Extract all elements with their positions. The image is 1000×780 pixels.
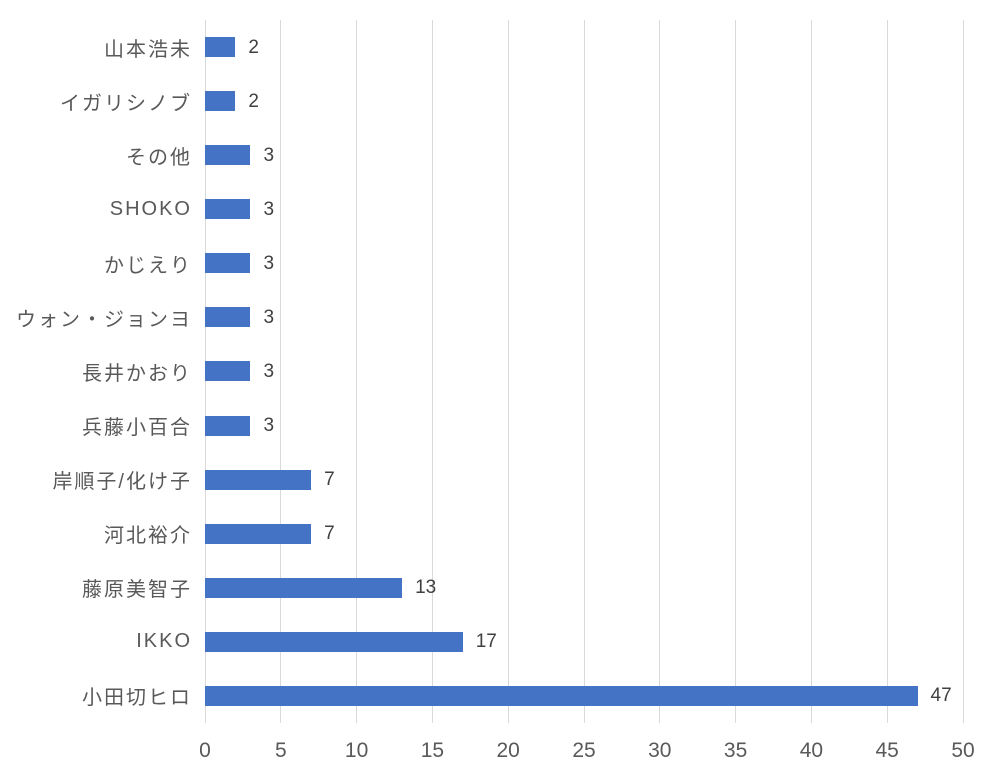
bar bbox=[205, 307, 251, 328]
x-tick-label: 50 bbox=[951, 739, 975, 762]
bar bbox=[205, 37, 236, 58]
category-axis: 山本浩未イガリシノブその他 SHOKO かじえりウォン・ジョンヨ長井かおり兵藤小百合… bbox=[0, 20, 192, 723]
x-tick-label: 45 bbox=[875, 739, 899, 762]
x-tick-label: 20 bbox=[496, 739, 520, 762]
bar bbox=[205, 199, 251, 220]
x-tick-label: 0 bbox=[199, 739, 211, 762]
x-tick-label: 30 bbox=[648, 739, 672, 762]
bar bbox=[205, 577, 403, 598]
bar-row: 17 bbox=[205, 615, 963, 669]
bar bbox=[205, 523, 312, 544]
bar-row: 3 bbox=[205, 182, 963, 236]
bar-row: 3 bbox=[205, 290, 963, 344]
value-label: 17 bbox=[475, 631, 497, 653]
value-label: 3 bbox=[263, 198, 275, 220]
value-label: 3 bbox=[263, 144, 275, 166]
gridline bbox=[356, 20, 358, 723]
value-label: 7 bbox=[324, 523, 335, 545]
gridline bbox=[886, 20, 888, 723]
x-tick-label: 40 bbox=[799, 739, 824, 762]
bar-row: 3 bbox=[205, 128, 963, 182]
gridline bbox=[735, 20, 737, 723]
bar bbox=[205, 253, 251, 274]
category-label: 長井かおり bbox=[82, 362, 192, 385]
x-tick-label: 10 bbox=[344, 739, 369, 762]
gridline bbox=[431, 20, 433, 723]
category-label: その他 bbox=[126, 146, 192, 169]
gridline bbox=[583, 20, 585, 723]
value-label: 2 bbox=[248, 90, 259, 112]
x-tick-label: 25 bbox=[572, 739, 596, 762]
bar bbox=[205, 145, 251, 166]
value-axis: 0 5 10 15 20 25 30 35 40 45 50 bbox=[199, 739, 975, 770]
gridline bbox=[962, 20, 964, 723]
category-label: 藤原美智子 bbox=[82, 579, 192, 602]
category-label: イガリシノブ bbox=[60, 92, 192, 115]
bar bbox=[205, 361, 251, 382]
value-label: 3 bbox=[263, 415, 275, 437]
bar-row: 3 bbox=[205, 236, 963, 290]
category-label: 河北裕介 bbox=[104, 525, 192, 548]
bar-row: 47 bbox=[205, 669, 963, 723]
bar bbox=[205, 631, 463, 652]
gridline bbox=[507, 20, 509, 723]
x-tick-label: 15 bbox=[420, 739, 445, 762]
value-label: 3 bbox=[263, 360, 275, 382]
category-label: SHOKO bbox=[109, 197, 192, 220]
bar-row: 13 bbox=[205, 561, 963, 615]
bar-row: 2 bbox=[205, 20, 963, 74]
category-label: IKKO bbox=[136, 630, 192, 653]
category-label: 山本浩未 bbox=[104, 38, 192, 61]
bar bbox=[205, 685, 918, 706]
category-label: 岸順子/化け子 bbox=[52, 471, 192, 494]
value-label: 47 bbox=[930, 685, 952, 707]
gridline bbox=[659, 20, 661, 723]
bar-row: 3 bbox=[205, 399, 963, 453]
x-tick-label: 35 bbox=[723, 739, 748, 762]
gridline bbox=[280, 20, 282, 723]
bar bbox=[205, 91, 236, 112]
value-label: 7 bbox=[324, 469, 335, 491]
value-label: 3 bbox=[263, 306, 275, 328]
value-label: 13 bbox=[415, 577, 437, 599]
plot-area: 2 2 3 3 3 3 3 3 7 7 13 17 47 bbox=[204, 20, 964, 723]
bar-row: 2 bbox=[205, 74, 963, 128]
category-label: 兵藤小百合 bbox=[82, 417, 192, 440]
value-label: 3 bbox=[263, 252, 275, 274]
bar-row: 7 bbox=[205, 507, 963, 561]
bar-row: 7 bbox=[205, 453, 963, 507]
category-label: 小田切ヒロ bbox=[82, 687, 192, 710]
x-tick-label: 5 bbox=[274, 739, 287, 762]
bar bbox=[205, 415, 251, 436]
category-label: ウォン・ジョンヨ bbox=[16, 308, 192, 331]
bar bbox=[205, 469, 312, 490]
gridline bbox=[810, 20, 812, 723]
category-label: かじえり bbox=[104, 254, 192, 277]
bar-row: 3 bbox=[205, 344, 963, 398]
value-label: 2 bbox=[248, 36, 259, 58]
